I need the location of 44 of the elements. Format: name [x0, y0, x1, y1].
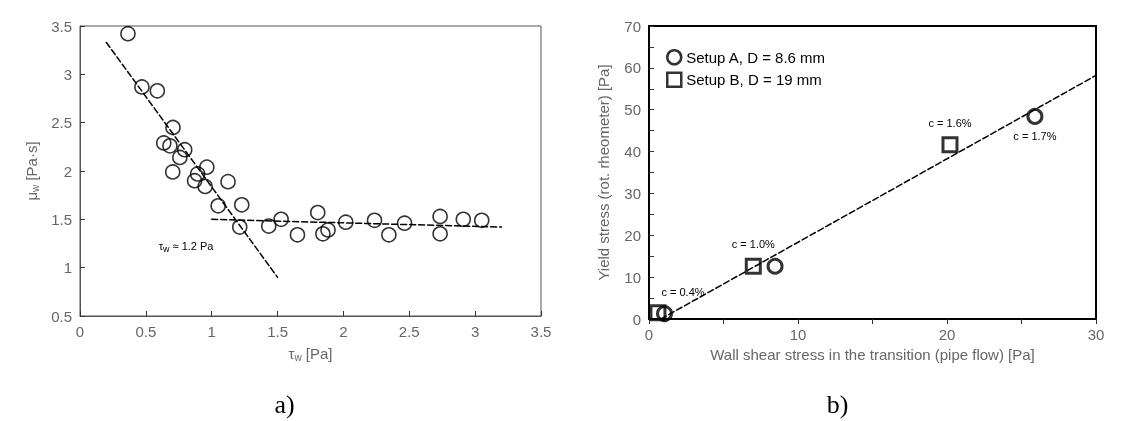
x-axis-title: Wall shear stress in the transition (pipe flow) [Pa] — [710, 346, 1035, 363]
annotation: c = 1.7% — [1013, 130, 1057, 143]
y-tick-label: 30 — [624, 184, 641, 202]
legend-label: Setup B, D = 19 mm — [686, 71, 822, 89]
y-tick-label: 2 — [63, 162, 72, 180]
legend-label: Setup A, D = 8.6 mm — [686, 48, 826, 66]
text: b) — [826, 389, 849, 419]
x-tick-label: 2.5 — [398, 323, 420, 340]
y-tick-label: 1 — [63, 259, 72, 277]
y-tick-label: 3 — [63, 65, 72, 83]
y-tick-label: 3.5 — [51, 17, 72, 35]
y-tick-label: 0 — [632, 310, 641, 328]
y-tick-label: 60 — [624, 59, 641, 77]
x-tick-label: 1 — [207, 323, 216, 340]
x-tick-label: 0.5 — [135, 323, 157, 340]
point — [1026, 107, 1044, 125]
x-tick-label: 10 — [789, 326, 807, 343]
point — [766, 257, 784, 275]
y-axis-title: μw [Pa·s] — [22, 141, 41, 201]
annotation: c = 1.0% — [731, 238, 776, 251]
y-tick-label: 10 — [624, 268, 641, 286]
y-tick-label: 1.5 — [51, 210, 72, 228]
y-tick-label: 70 — [624, 17, 641, 35]
x-tick-label: 0 — [644, 326, 654, 343]
x-tick-label: 3 — [470, 323, 480, 340]
annotation: c = 0.4% — [661, 285, 705, 298]
y-tick-label: 50 — [624, 101, 641, 119]
point — [656, 305, 673, 323]
x-tick-label: 2 — [339, 323, 348, 340]
y-tick-label: 20 — [624, 226, 641, 244]
y-tick-label: 0.5 — [51, 307, 72, 325]
y-tick-label: 40 — [624, 143, 641, 161]
x-tick-label: 20 — [938, 326, 956, 343]
x-tick-label: 0 — [75, 323, 85, 340]
x-tick-label: 3.5 — [530, 323, 552, 340]
x-tick-label: 30 — [1087, 326, 1105, 343]
point — [744, 257, 762, 275]
point — [941, 136, 959, 154]
annotation: c = 1.6% — [928, 116, 972, 129]
point — [649, 304, 667, 322]
y-axis-title: Yield stress (rot. rheometer) [Pa] — [595, 64, 612, 281]
text: a) — [274, 389, 295, 419]
y-tick-label: 2.5 — [51, 114, 72, 132]
x-tick-label: 1.5 — [267, 323, 288, 340]
